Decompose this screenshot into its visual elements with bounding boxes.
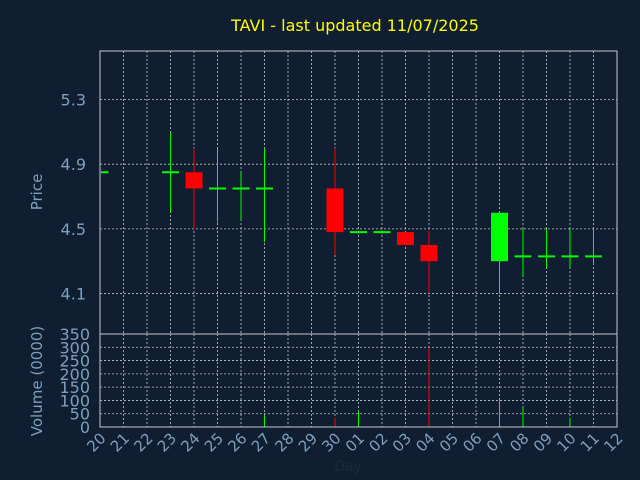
chart-title: TAVI - last updated 11/07/2025 (230, 16, 479, 35)
price-axis-label: Price (28, 174, 46, 211)
candle-body (185, 172, 203, 189)
candle-body (420, 245, 438, 262)
price-y-ticks: 4.1 4.5 4.9 5.3 (61, 91, 86, 304)
volume-panel-frame (99, 333, 618, 428)
volume-bars (264, 347, 571, 427)
volume-tick-label: 50 (70, 405, 90, 424)
price-candles (101, 131, 602, 294)
x-ticks: 2021222324252627282930010203040506070809… (83, 429, 626, 455)
candle-body (491, 212, 508, 262)
volume-tick-label: 200 (59, 365, 90, 384)
volume-tick-label: 300 (59, 338, 90, 357)
volume-tick-label: 250 (59, 352, 90, 371)
price-tick-label: 4.9 (61, 155, 86, 174)
price-tick-label: 5.3 (61, 91, 86, 110)
x-axis-label: Day (334, 459, 362, 475)
volume-axis-label: Volume (0000) (28, 326, 46, 436)
price-tick-label: 4.1 (61, 285, 86, 304)
volume-tick-label: 350 (59, 325, 90, 344)
volume-tick-label: 100 (59, 391, 90, 410)
volume-tick-label: 0 (80, 418, 90, 437)
candle-body (326, 188, 344, 233)
price-tick-label: 4.5 (61, 220, 86, 239)
volume-tick-label: 150 (59, 378, 90, 397)
candle-body (397, 232, 414, 246)
